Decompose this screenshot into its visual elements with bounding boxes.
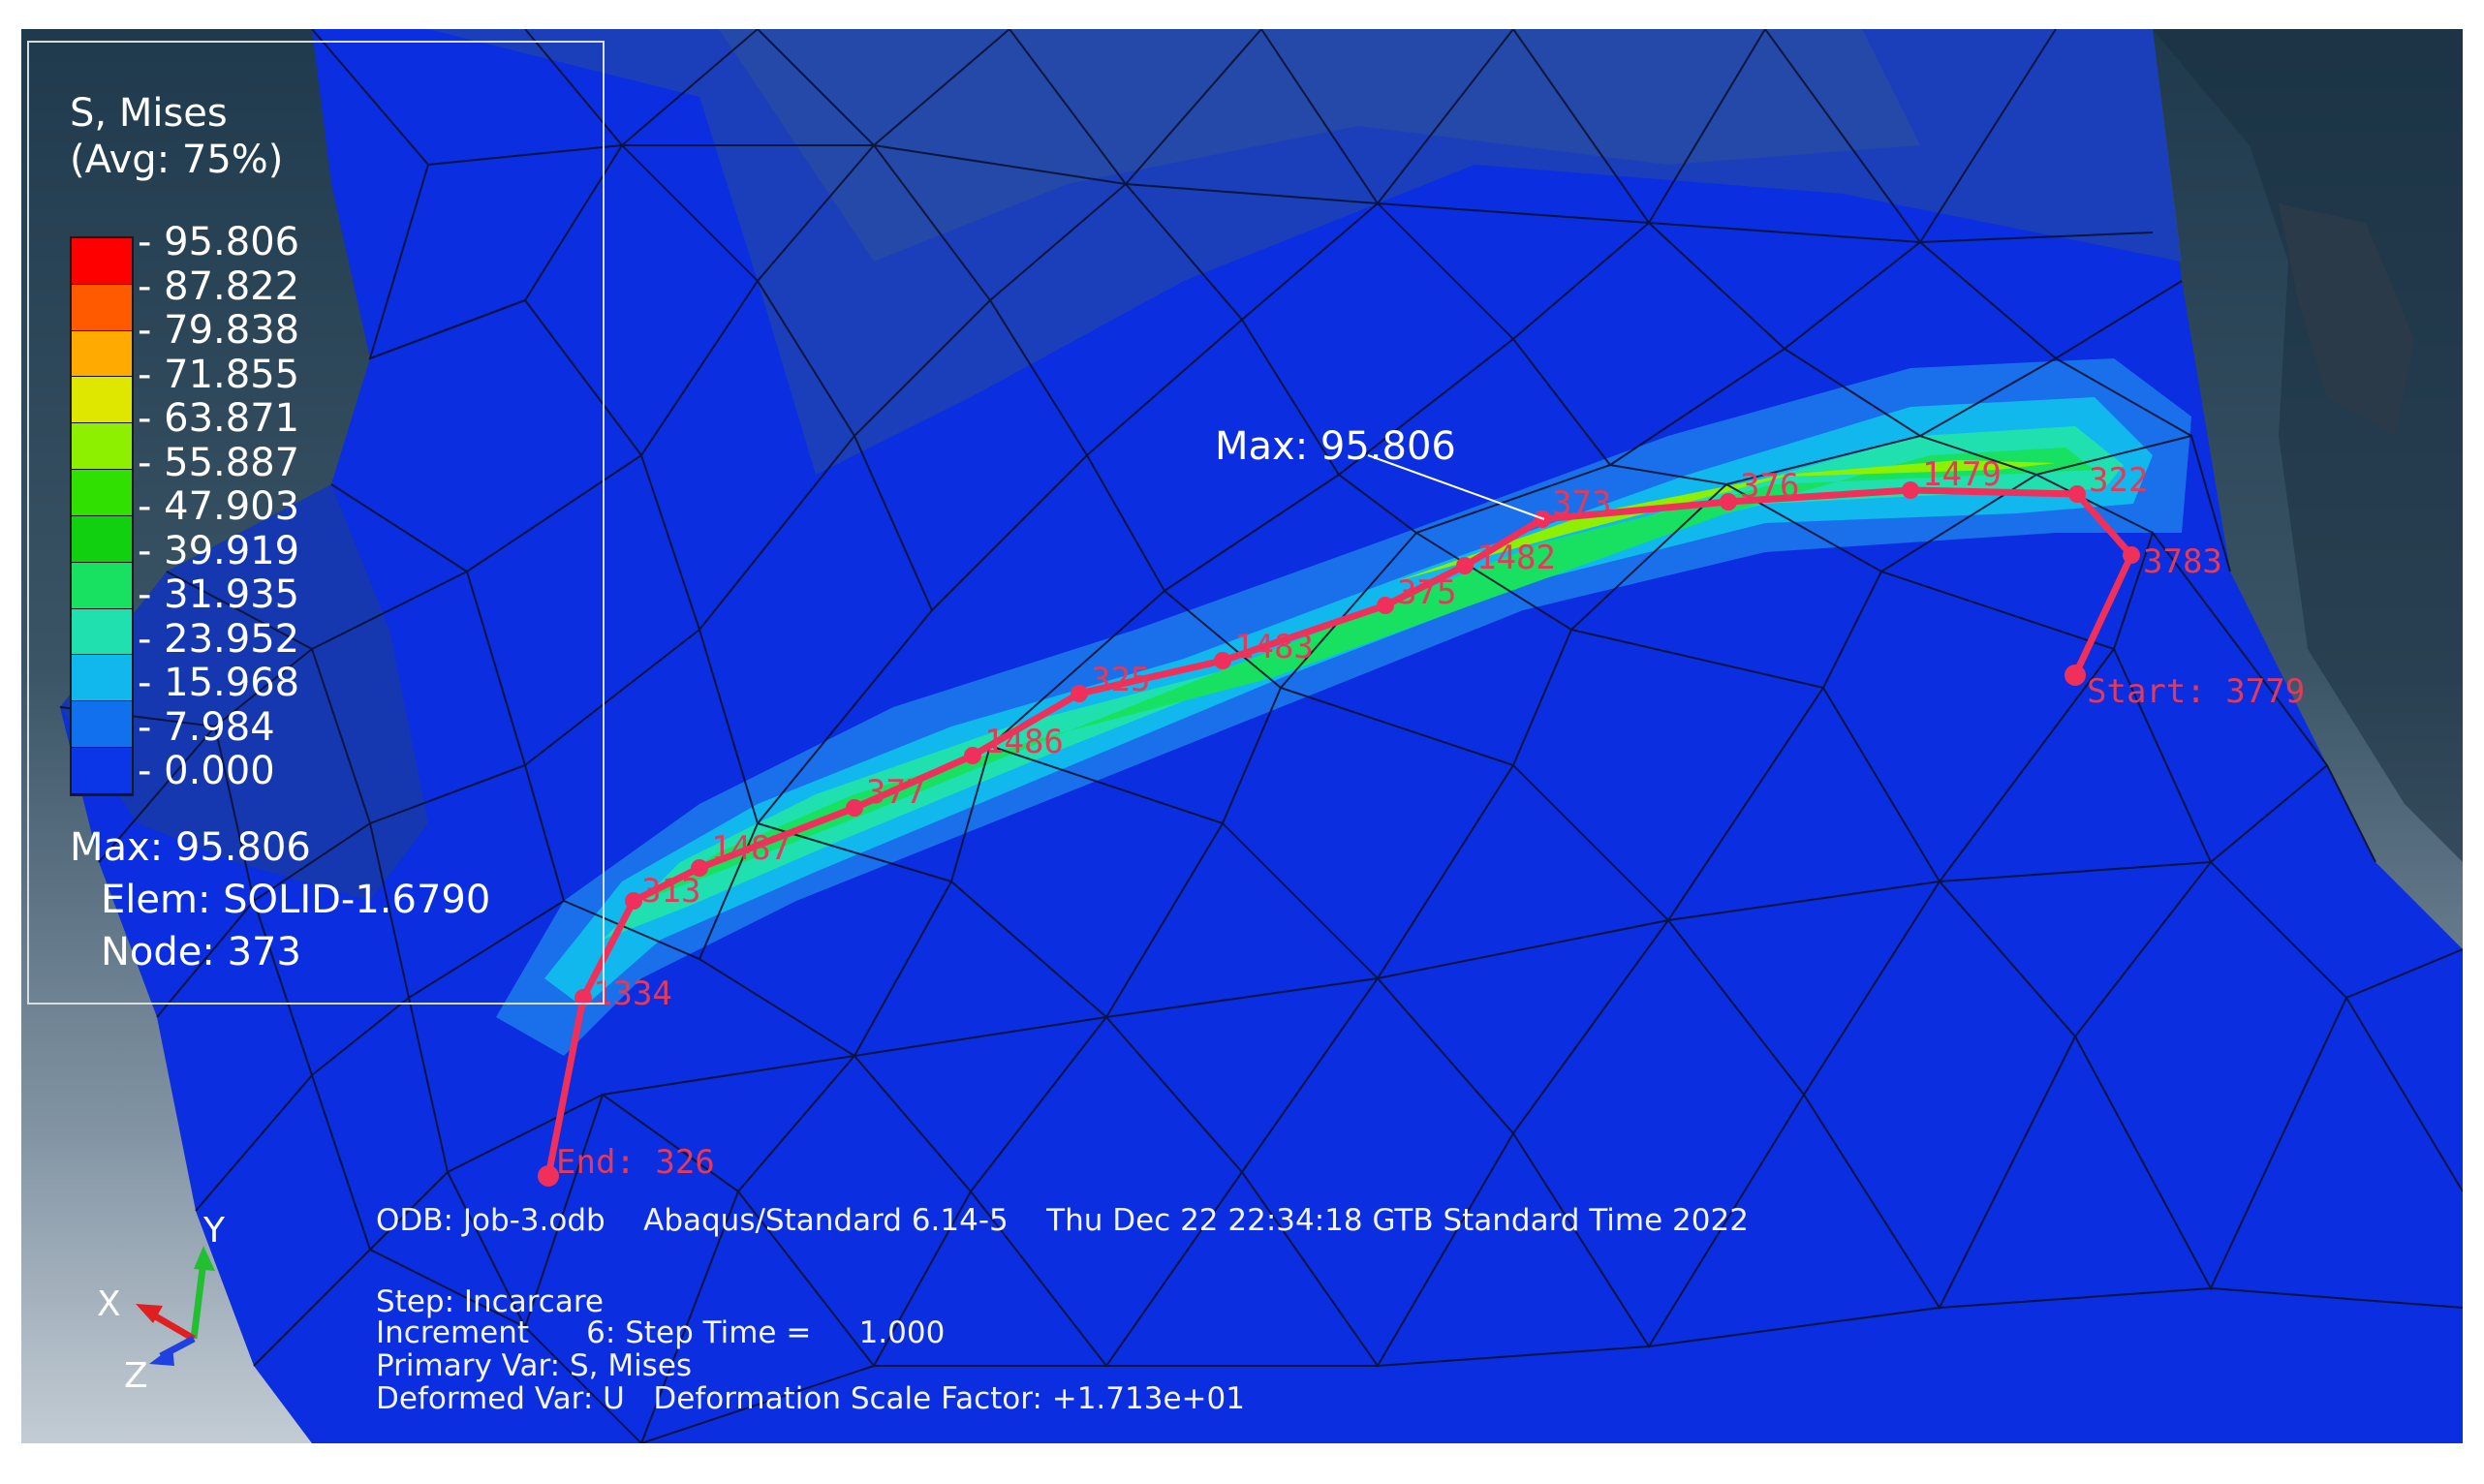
- legend-color-band: [72, 701, 132, 749]
- path-label: 1479: [1922, 455, 2002, 494]
- legend-value-label: - 7.984: [138, 704, 275, 750]
- model-viewport[interactable]: End: 326 1334 313 1487 377 1486 325 1483…: [21, 29, 2463, 1443]
- legend-color-band: [72, 330, 132, 378]
- legend-value-label: - 23.952: [138, 616, 300, 662]
- path-node-marker[interactable]: [625, 892, 642, 910]
- legend-color-band: [72, 515, 132, 563]
- path-node-marker[interactable]: [964, 747, 981, 764]
- legend-color-band: [72, 562, 132, 609]
- legend-color-band: [72, 655, 132, 702]
- legend-value-labels: - 95.806- 87.822- 79.838- 71.855- 63.871…: [138, 220, 300, 794]
- step-line: Step: Incarcare: [376, 1284, 604, 1319]
- path-label: 322: [2089, 461, 2149, 500]
- primary-var-line: Primary Var: S, Mises: [376, 1348, 693, 1383]
- legend-color-band: [72, 284, 132, 331]
- legend-node: Node: 373: [101, 930, 301, 974]
- legend-color-band: [72, 608, 132, 656]
- triad-y-label: Y: [203, 1211, 225, 1251]
- path-node-marker[interactable]: [1071, 685, 1088, 702]
- legend-color-band: [72, 423, 132, 471]
- legend-value-label: - 15.968: [138, 661, 300, 705]
- path-node-marker[interactable]: [574, 989, 592, 1006]
- legend-value-label: - 31.935: [138, 572, 300, 617]
- legend-value-label: - 87.822: [138, 263, 300, 309]
- axis-triad[interactable]: Y X Z: [79, 1211, 293, 1405]
- path-label: 375: [1397, 573, 1457, 612]
- path-label-start: Start: 3779: [2087, 672, 2306, 711]
- path-node-marker[interactable]: [538, 1165, 559, 1187]
- stress-path[interactable]: [21, 29, 2463, 1443]
- legend-title: S, Mises: [70, 91, 228, 136]
- increment-line: Increment 6: Step Time = 1.000: [376, 1315, 946, 1350]
- triad-z-label: Z: [124, 1356, 148, 1396]
- mesh-render[interactable]: [21, 29, 2463, 1443]
- legend-panel[interactable]: S, Mises (Avg: 75%) - 95.806- 87.822- 79…: [27, 41, 605, 1005]
- legend-value-label: - 47.903: [138, 484, 300, 529]
- legend-max-value: Max: 95.806: [70, 825, 311, 870]
- max-callout: Max: 95.806: [1215, 424, 1456, 469]
- path-node-marker[interactable]: [2068, 485, 2086, 503]
- legend-color-bar: [70, 236, 134, 796]
- path-label: 1334: [593, 974, 672, 1013]
- path-node-marker[interactable]: [2065, 665, 2086, 686]
- path-label: 1486: [984, 723, 1064, 761]
- path-node-marker[interactable]: [2123, 546, 2140, 564]
- legend-color-band: [72, 377, 132, 424]
- legend-value-label: - 95.806: [138, 220, 300, 264]
- path-node-marker[interactable]: [1214, 652, 1231, 669]
- path-label: 1483: [1234, 628, 1314, 666]
- legend-subtitle: (Avg: 75%): [70, 138, 284, 182]
- deformed-var-line: Deformed Var: U Deformation Scale Factor…: [376, 1381, 1245, 1416]
- path-polyline: [544, 486, 2136, 1177]
- path-label: 325: [1091, 661, 1151, 699]
- path-label: 373: [1552, 484, 1612, 523]
- path-node-marker[interactable]: [1456, 557, 1474, 574]
- legend-color-band: [72, 470, 132, 516]
- legend-value-label: - 79.838: [138, 308, 300, 353]
- path-node-marker[interactable]: [691, 859, 708, 877]
- path-node-marker[interactable]: [1720, 493, 1737, 510]
- legend-value-label: - 55.887: [138, 440, 300, 485]
- path-node-marker[interactable]: [846, 799, 863, 817]
- path-label: 376: [1740, 467, 1800, 506]
- path-label: 377: [866, 773, 926, 812]
- path-label: 313: [641, 872, 701, 911]
- path-label: 1487: [711, 829, 791, 868]
- path-node-marker[interactable]: [1377, 597, 1394, 614]
- path-label-end: End: 326: [556, 1143, 715, 1182]
- legend-value-label: - 63.871: [138, 396, 300, 441]
- path-label: 3783: [2143, 542, 2222, 581]
- legend-color-band: [72, 238, 132, 285]
- legend-value-label: - 71.855: [138, 352, 300, 397]
- path-label: 1482: [1476, 539, 1556, 577]
- max-callout-leader: [1367, 454, 1545, 520]
- triad-x-label: X: [97, 1284, 121, 1324]
- odb-line: ODB: Job-3.odb Abaqus/Standard 6.14-5 Th…: [376, 1203, 1749, 1238]
- legend-value-label: - 39.919: [138, 528, 300, 573]
- triad-arrows-icon: [136, 1246, 215, 1366]
- path-node-marker[interactable]: [1902, 481, 1919, 499]
- legend-element: Elem: SOLID-1.6790: [101, 878, 491, 922]
- legend-color-band: [72, 748, 132, 794]
- legend-value-label: - 0.000: [138, 749, 275, 793]
